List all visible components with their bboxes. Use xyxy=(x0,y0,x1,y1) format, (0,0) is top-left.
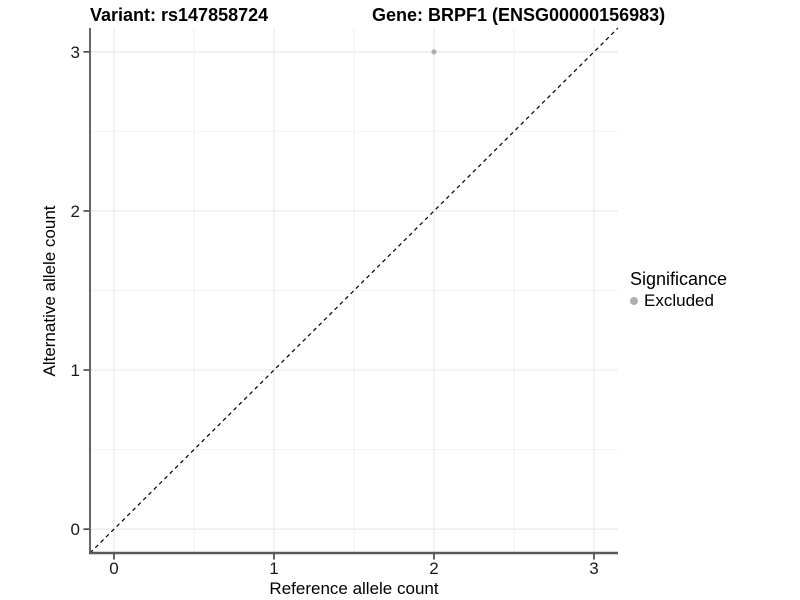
y-axis-title: Alternative allele count xyxy=(40,205,59,377)
x-tick-label: 3 xyxy=(589,559,598,578)
legend-excluded-dot-icon xyxy=(630,297,638,305)
x-tick-label: 0 xyxy=(109,559,118,578)
y-tick-label: 2 xyxy=(71,202,80,221)
y-tick-label: 0 xyxy=(71,520,80,539)
plot-title-gene: Gene: BRPF1 (ENSG00000156983) xyxy=(372,5,666,25)
x-axis-title: Reference allele count xyxy=(269,579,439,598)
data-point xyxy=(431,49,437,55)
y-tick-label: 1 xyxy=(71,361,80,380)
y-tick-label: 3 xyxy=(71,43,80,62)
plot-title-variant: Variant: rs147858724 xyxy=(90,5,269,25)
legend-item-excluded: Excluded xyxy=(630,291,727,311)
x-tick-label: 1 xyxy=(269,559,278,578)
legend: Significance Excluded xyxy=(630,269,727,311)
legend-title: Significance xyxy=(630,269,728,289)
legend-item-label: Excluded xyxy=(644,291,714,310)
x-tick-label: 2 xyxy=(429,559,438,578)
